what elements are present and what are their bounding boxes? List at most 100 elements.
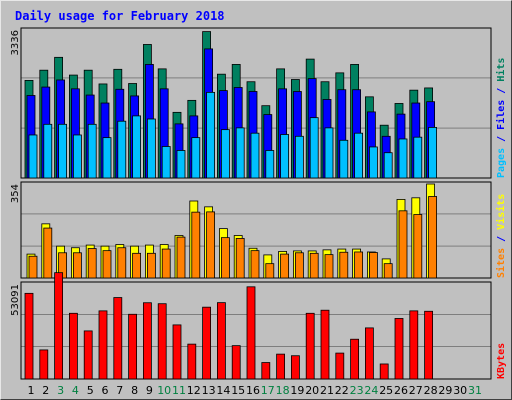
mid-legend-part-2: / (496, 230, 507, 248)
kbytes-bar-day-17 (261, 362, 271, 380)
sites-bar-day-6 (102, 250, 112, 279)
top-legend-part-5: Hits (495, 58, 507, 82)
day-label-13: 13 (202, 384, 216, 397)
pages-bar-day-20 (309, 117, 319, 179)
kbytes-bar-day-1 (24, 292, 34, 380)
kbytes-bar-day-18 (276, 353, 286, 380)
sites-bar-day-22 (339, 251, 349, 279)
pages-bar-day-4 (73, 134, 82, 179)
pages-bar-day-10 (161, 146, 171, 179)
pages-bar-day-21 (324, 127, 334, 179)
day-label-22: 22 (335, 384, 349, 397)
sites-bar-day-4 (73, 252, 82, 279)
kbytes-bar-day-26 (394, 318, 404, 380)
kbytes-bar-day-8 (128, 313, 137, 380)
day-label-21: 21 (320, 384, 334, 397)
top-max-label: 3336 (10, 30, 21, 55)
pages-bar-day-25 (383, 152, 393, 179)
day-label-31: 31 (468, 384, 482, 397)
kbytes-bar-day-7 (113, 297, 123, 380)
pages-bar-day-17 (265, 150, 275, 179)
day-label-25: 25 (379, 384, 393, 397)
sites-bar-day-17 (265, 263, 275, 279)
sites-bar-day-25 (383, 263, 393, 279)
pages-bar-day-22 (339, 139, 349, 179)
sites-bar-day-8 (132, 252, 142, 279)
pages-bar-day-28 (428, 127, 438, 179)
day-label-29: 29 (438, 384, 452, 397)
day-label-3: 3 (57, 384, 64, 397)
sites-bar-day-16 (250, 250, 260, 279)
sites-bar-day-21 (324, 254, 334, 279)
kbytes-bar-day-14 (216, 302, 226, 380)
mid-series-legend: Sites / Visits (495, 194, 507, 278)
pages-bar-day-7 (117, 120, 127, 179)
pages-bar-day-12 (191, 137, 201, 179)
day-label-1: 1 (28, 384, 35, 397)
sites-bar-day-13 (206, 211, 216, 279)
kbytes-bar-day-15 (231, 345, 241, 380)
bot-legend-part-1: KBytes (496, 343, 507, 379)
sites-bar-day-20 (309, 252, 319, 279)
day-label-8: 8 (131, 384, 138, 397)
pages-bar-day-3 (58, 123, 67, 179)
pages-bar-day-14 (220, 129, 230, 179)
pages-bar-day-24 (368, 146, 378, 179)
day-label-20: 20 (305, 384, 319, 397)
sites-bar-day-19 (294, 252, 304, 279)
day-label-16: 16 (246, 384, 260, 397)
sites-bar-day-7 (117, 247, 127, 279)
day-label-24: 24 (364, 384, 378, 397)
chart-title: Daily usage for February 2018 (15, 9, 225, 23)
top-legend-part-2: / (496, 130, 507, 148)
sites-bar-day-5 (87, 248, 97, 279)
kbytes-bar-day-10 (157, 303, 167, 380)
sites-bar-day-11 (176, 236, 186, 279)
day-label-12: 12 (187, 384, 201, 397)
pages-bar-day-27 (413, 136, 423, 179)
kbytes-bar-day-20 (305, 312, 315, 380)
day-label-19: 19 (290, 384, 304, 397)
pages-bar-day-19 (294, 135, 304, 179)
sites-bar-day-2 (43, 227, 53, 279)
pages-bar-day-1 (28, 134, 38, 179)
day-label-17: 17 (261, 384, 275, 397)
pages-bar-day-6 (102, 137, 112, 179)
top-series-legend: Pages / Files / Hits (495, 58, 507, 178)
sites-bar-day-10 (161, 248, 171, 279)
kbytes-bar-day-27 (409, 310, 419, 380)
day-label-7: 7 (116, 384, 123, 397)
kbytes-bar-day-6 (98, 310, 108, 380)
sites-bar-day-27 (413, 214, 423, 279)
pages-bar-day-26 (398, 138, 408, 179)
kbytes-bar-day-13 (202, 306, 212, 380)
pages-bar-day-23 (354, 132, 364, 179)
kbytes-bar-day-23 (350, 338, 360, 380)
day-label-2: 2 (42, 384, 49, 397)
kbytes-bar-day-21 (320, 309, 330, 380)
day-label-15: 15 (231, 384, 245, 397)
day-label-14: 14 (216, 384, 230, 397)
kbytes-bar-day-25 (379, 363, 389, 380)
day-label-4: 4 (72, 384, 79, 397)
day-label-26: 26 (394, 384, 408, 397)
day-label-10: 10 (157, 384, 171, 397)
top-legend-part-4: / (496, 82, 507, 100)
top-legend-part-3: Files (495, 100, 507, 130)
kbytes-bar-day-5 (83, 330, 93, 380)
pages-bar-day-8 (132, 115, 142, 179)
sites-bar-day-9 (146, 252, 156, 279)
pages-bar-day-9 (146, 118, 156, 179)
sites-bar-day-1 (28, 255, 38, 279)
day-label-23: 23 (350, 384, 364, 397)
kbytes-bar-day-11 (172, 324, 182, 380)
kbytes-bar-day-19 (290, 355, 300, 380)
sites-bar-day-24 (368, 252, 378, 279)
bot-max-label: 53091 (10, 284, 21, 316)
kbytes-bar-day-3 (54, 272, 63, 380)
pages-bar-day-15 (235, 127, 245, 179)
kbytes-bar-day-22 (335, 352, 345, 380)
sites-bar-day-18 (280, 253, 290, 279)
kbytes-bar-day-16 (246, 286, 256, 380)
